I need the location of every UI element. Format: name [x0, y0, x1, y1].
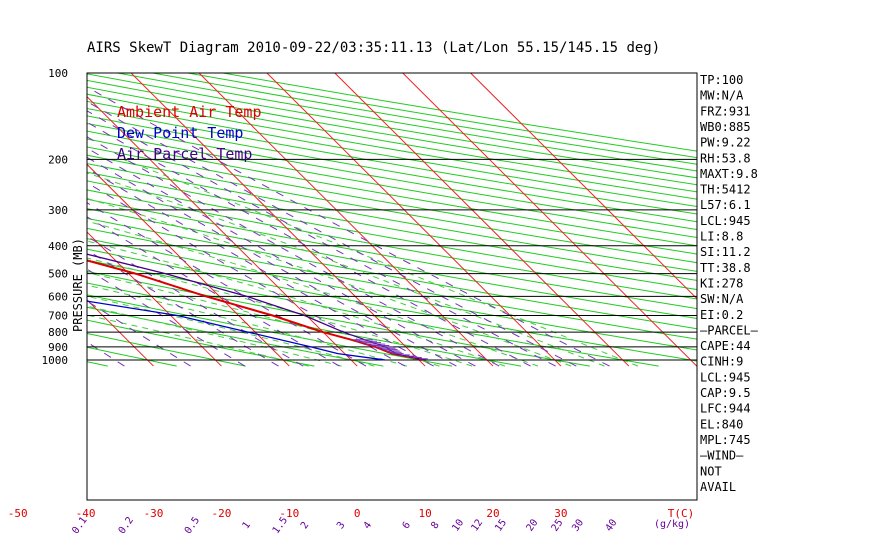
- stat-entry: MAXT:9.8: [700, 167, 758, 181]
- bottom-temp-tick-label: 10: [418, 507, 431, 520]
- stat-entry: CAP:9.5: [700, 386, 751, 400]
- pressure-tick-label: 700: [48, 310, 68, 323]
- stat-entry: WB0:885: [700, 120, 751, 134]
- bottom-temp-ticks: -50 -40 -30 -20 -10 0 10 20 30 T(C): [8, 507, 694, 520]
- legend-item: Air Parcel Temp: [117, 145, 252, 163]
- stat-entry: TP:100: [700, 73, 743, 87]
- stat-entry: L57:6.1: [700, 198, 751, 212]
- bottom-temp-tick-label: -30: [144, 507, 164, 520]
- isotherm-line: [403, 73, 697, 366]
- legend-item: Ambient Air Temp: [117, 103, 262, 121]
- stat-entry: —WIND—: [700, 449, 744, 463]
- chart-title: AIRS SkewT Diagram 2010-09-22/03:35:11.1…: [87, 40, 660, 56]
- stat-entry: NOT: [700, 464, 722, 478]
- pressure-tick-label: 1000: [42, 354, 69, 367]
- mixing-ratio-tick-label: 4: [362, 520, 374, 531]
- stat-entry: RH:53.8: [700, 151, 751, 165]
- stat-entry: LCL:945: [700, 370, 751, 384]
- pressure-tick-label: 300: [48, 204, 68, 217]
- stat-entry: EI:0.2: [700, 308, 743, 322]
- mixing-ratio-tick-label: 0.5: [183, 515, 202, 536]
- mixing-ratio-tick-label: 40: [604, 518, 620, 534]
- stat-entry: TT:38.8: [700, 261, 751, 275]
- pressure-tick-label: 200: [48, 153, 68, 166]
- stat-entry: CINH:9: [700, 355, 743, 369]
- mixing-ratio-tick-label: 0.2: [117, 515, 136, 536]
- mixing-ratio-tick-label: 2: [299, 520, 311, 531]
- stat-entry: MPL:745: [700, 433, 751, 447]
- pressure-tick-label: 100: [48, 67, 68, 80]
- legend: Ambient Air Temp Dew Point Temp Air Parcel…: [117, 103, 262, 163]
- mixing-ratio-tick-label: 30: [570, 517, 586, 533]
- pressure-tick-label: 500: [48, 268, 68, 281]
- stat-entry: SW:N/A: [700, 292, 744, 306]
- stat-entry: FRZ:931: [700, 104, 751, 118]
- mixing-ratio-tick-label: 6: [401, 520, 413, 531]
- pressure-tick-label: 400: [48, 240, 68, 253]
- stat-entry: TH:5412: [700, 183, 751, 197]
- skewt-chart: AIRS SkewT Diagram 2010-09-22/03:35:11.1…: [0, 0, 870, 560]
- y-axis-label: PRESSURE (MB): [71, 238, 85, 332]
- isotherm-line: [267, 73, 561, 366]
- mixing-ratio-unit-label: (g/kg): [654, 519, 690, 530]
- bottom-temp-tick-label: -50: [8, 507, 28, 520]
- mixing-ratio-tick-label: 20: [525, 517, 541, 533]
- stat-entry: PW:9.22: [700, 136, 751, 150]
- legend-item: Dew Point Temp: [117, 124, 243, 142]
- stat-entry: CAPE:44: [700, 339, 751, 353]
- bottom-temp-tick-label: 20: [486, 507, 499, 520]
- mixing-ratio-tick-label: 1: [241, 520, 253, 531]
- mixing-ratio-tick-label: 8: [429, 520, 441, 531]
- pressure-tick-label: 800: [48, 326, 68, 339]
- stat-entry: EL:840: [700, 417, 743, 431]
- pressure-tick-label: 600: [48, 290, 68, 303]
- stat-entry: —PARCEL—: [700, 323, 759, 337]
- mixing-ratio-tick-label: 12: [469, 517, 485, 533]
- stat-entry: LI:8.8: [700, 230, 743, 244]
- bottom-temp-tick-label: 0: [354, 507, 361, 520]
- stat-entry: KI:278: [700, 276, 743, 290]
- dry-adiabat-line: [0, 73, 39, 366]
- moist-adiabat-line: [123, 159, 638, 366]
- mixing-ratio-tick-label: 10: [450, 517, 466, 533]
- bottom-temp-tick-label: -20: [211, 507, 231, 520]
- stat-entry: LFC:944: [700, 402, 751, 416]
- stat-entry: AVAIL: [700, 480, 736, 494]
- stat-entry: SI:11.2: [700, 245, 751, 259]
- pressure-tick-label: 900: [48, 341, 68, 354]
- mixing-ratio-tick-label: 3: [335, 520, 347, 531]
- isotherm-line: [0, 73, 18, 366]
- stat-entry: LCL:945: [700, 214, 751, 228]
- stat-entry: MW:N/A: [700, 89, 744, 103]
